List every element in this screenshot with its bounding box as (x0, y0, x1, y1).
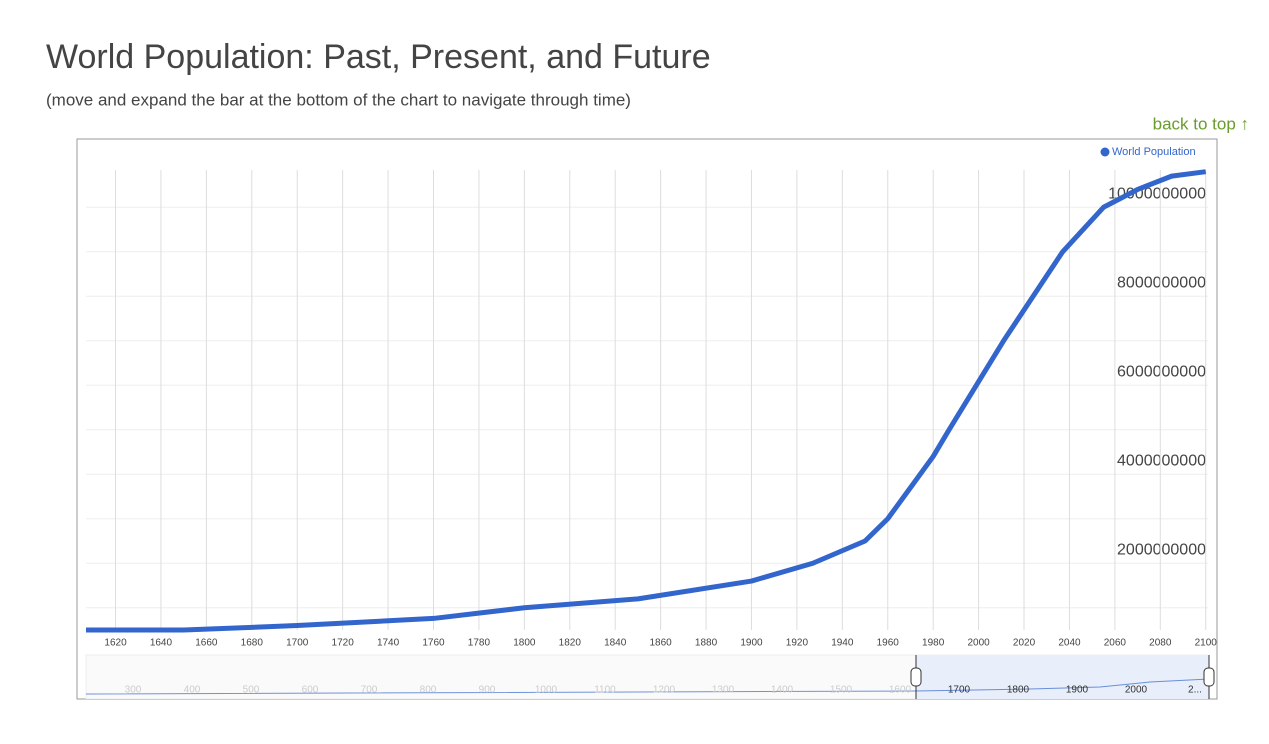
navigator-line (85, 678, 1210, 695)
navigator-label: 300 (125, 685, 142, 696)
navigator-label: 2000 (1125, 685, 1148, 696)
navigator-label: 800 (420, 685, 437, 696)
x-tick-label: 2060 (1104, 638, 1127, 649)
navigator-label: 1900 (1066, 685, 1089, 696)
navigator-label: 1500 (830, 685, 853, 696)
x-tick-label: 1800 (513, 638, 536, 649)
navigator-label: 900 (479, 685, 496, 696)
x-tick-label: 2080 (1149, 638, 1172, 649)
x-tick-label: 1860 (650, 638, 673, 649)
x-tick-label: 1880 (695, 638, 718, 649)
x-tick-label: 1760 (422, 638, 445, 649)
navigator-label: 600 (302, 685, 319, 696)
x-tick-label: 1680 (241, 638, 264, 649)
x-tick-label: 1920 (786, 638, 809, 649)
navigator-selection (916, 655, 1209, 699)
y-tick-label: 4000000000 (1117, 452, 1206, 469)
x-tick-label: 1940 (831, 638, 854, 649)
legend-marker (1100, 147, 1110, 157)
navigator-label: 500 (243, 685, 260, 696)
navigator-handle[interactable] (1203, 667, 1215, 687)
navigator-label: 1200 (653, 685, 676, 696)
x-tick-label: 1980 (922, 638, 945, 649)
navigator-label: 1700 (948, 685, 971, 696)
navigator-label: 2... (1188, 685, 1202, 696)
x-tick-label: 1620 (104, 638, 127, 649)
y-tick-label: 2000000000 (1117, 541, 1206, 558)
x-tick-label: 1740 (377, 638, 400, 649)
x-tick-label: 1720 (332, 638, 355, 649)
chart-frame (76, 138, 1218, 700)
navigator-label: 1400 (771, 685, 794, 696)
navigator-label: 1100 (594, 685, 616, 696)
x-tick-label: 1640 (150, 638, 173, 649)
x-tick-label: 1700 (286, 638, 309, 649)
x-tick-label: 1780 (468, 638, 491, 649)
x-tick-label: 2020 (1013, 638, 1036, 649)
navigator-label: 1300 (712, 685, 735, 696)
x-tick-label: 1960 (877, 638, 900, 649)
x-tick-label: 1660 (195, 638, 218, 649)
x-tick-label: 2000 (967, 638, 990, 649)
back-to-top-link[interactable]: back to top ↑ (1153, 114, 1249, 133)
data-line (86, 169, 1207, 633)
y-tick-label: 8000000000 (1117, 274, 1206, 291)
page-title: World Population: Past, Present, and Fut… (46, 38, 711, 76)
y-tick-label: 6000000000 (1117, 363, 1206, 380)
x-tick-label: 1820 (559, 638, 582, 649)
x-tick-label: 1840 (604, 638, 627, 649)
x-tick-label: 1900 (740, 638, 763, 649)
legend-label: World Population (1112, 146, 1196, 158)
chart: 2000000000 4000000000 6000000000 8000000000… (85, 146, 1218, 699)
navigator-label: 1800 (1007, 685, 1030, 696)
navigator-label: 1600 (889, 685, 912, 696)
x-tick-label: 2040 (1058, 638, 1081, 649)
navigator-label: 400 (184, 685, 201, 696)
navigator-handle[interactable] (910, 667, 922, 687)
navigator-label: 1000 (535, 685, 558, 696)
navigator-label: 700 (361, 685, 378, 696)
page-subtitle: (move and expand the bar at the bottom o… (46, 90, 631, 109)
x-tick-label: 2100 (1195, 638, 1218, 649)
